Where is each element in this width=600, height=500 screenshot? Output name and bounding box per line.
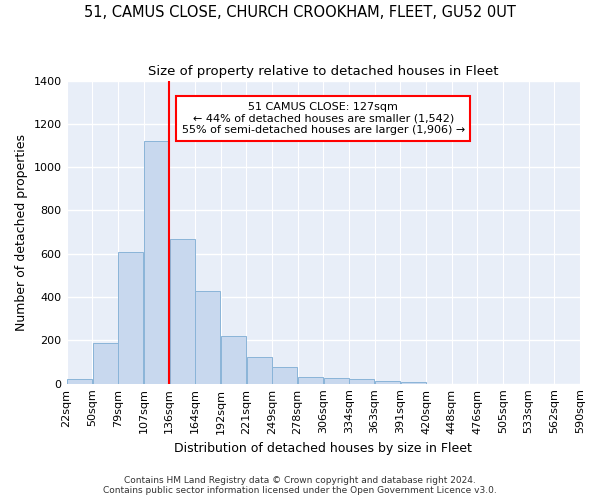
Bar (401, 382, 425, 384)
Bar (375, 381, 400, 384)
Y-axis label: Number of detached properties: Number of detached properties (15, 134, 28, 330)
Bar (221, 336, 246, 384)
Text: Contains HM Land Registry data © Crown copyright and database right 2024.
Contai: Contains HM Land Registry data © Crown c… (103, 476, 497, 495)
X-axis label: Distribution of detached houses by size in Fleet: Distribution of detached houses by size … (175, 442, 472, 455)
Bar (349, 380, 374, 384)
Bar (144, 141, 169, 384)
Text: 51 CAMUS CLOSE: 127sqm
← 44% of detached houses are smaller (1,542)
55% of semi-: 51 CAMUS CLOSE: 127sqm ← 44% of detached… (182, 102, 465, 135)
Bar (272, 368, 297, 384)
Bar (170, 238, 194, 384)
Bar (247, 356, 272, 384)
Title: Size of property relative to detached houses in Fleet: Size of property relative to detached ho… (148, 65, 499, 78)
Bar (92, 342, 118, 384)
Bar (323, 378, 349, 384)
Bar (298, 377, 323, 384)
Bar (195, 290, 220, 384)
Text: 51, CAMUS CLOSE, CHURCH CROOKHAM, FLEET, GU52 0UT: 51, CAMUS CLOSE, CHURCH CROOKHAM, FLEET,… (84, 5, 516, 20)
Bar (118, 252, 143, 384)
Bar (67, 380, 92, 384)
